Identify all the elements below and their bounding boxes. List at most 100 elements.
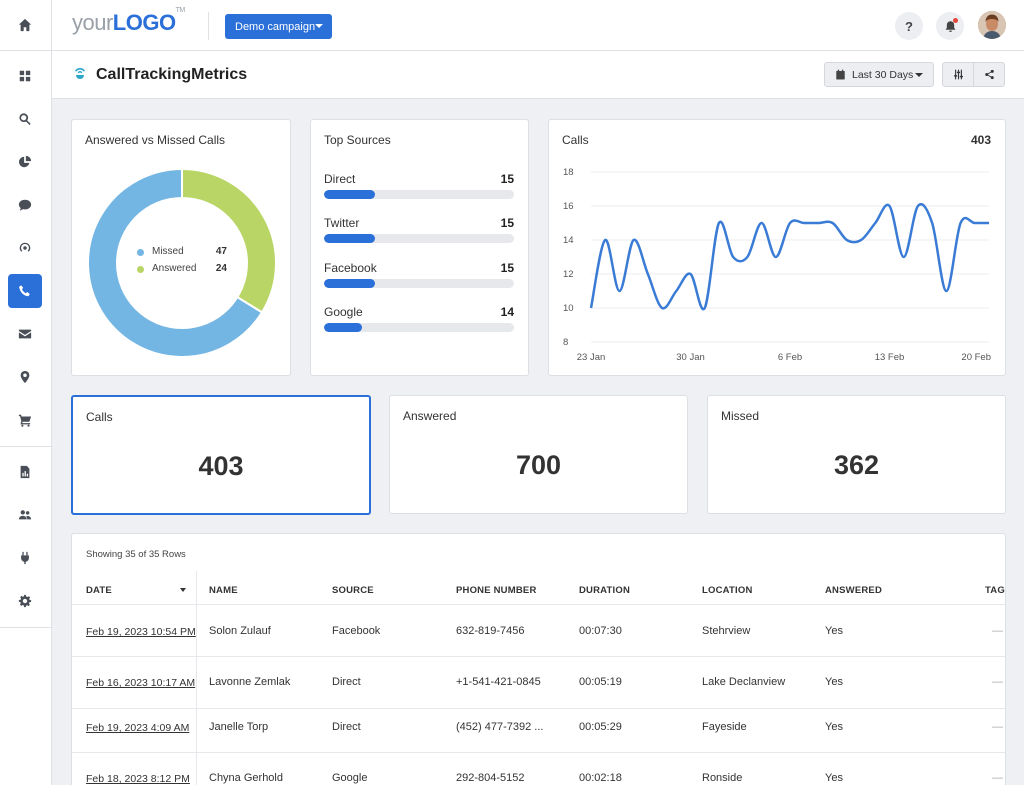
page-header: CallTrackingMetrics Last 30 Days <box>52 51 1024 99</box>
help-button[interactable]: ? <box>895 12 923 40</box>
legend-swatch <box>137 266 144 273</box>
search-icon[interactable] <box>8 102 42 136</box>
filter-button[interactable] <box>942 62 974 87</box>
calls-series-line <box>589 203 989 311</box>
kpi-missed-card[interactable]: Missed 362 <box>707 395 1006 514</box>
row-source: Facebook <box>332 625 381 637</box>
kpi-value: 403 <box>198 451 244 481</box>
answered-missed-card: Answered vs Missed Calls Missed 47 Answe… <box>71 119 291 376</box>
kpi-label: Missed <box>721 409 760 423</box>
legend-swatch <box>137 249 144 256</box>
source-value: 15 <box>500 172 514 186</box>
column-header-tags[interactable]: TAGS <box>985 585 1005 596</box>
share-button[interactable] <box>973 62 1005 87</box>
source-bar <box>324 323 514 332</box>
column-header-source[interactable]: SOURCE <box>332 585 374 596</box>
dashboard-icon[interactable] <box>8 59 42 93</box>
legend-missed: Missed 47 <box>137 246 227 263</box>
legend-value: 47 <box>215 246 227 257</box>
column-header-location[interactable]: LOCATION <box>702 585 753 596</box>
row-location: Stehrview <box>702 625 751 637</box>
row-tags: — <box>992 721 1003 733</box>
row-answered: Yes <box>825 721 843 733</box>
top-sources-card: Top Sources Direct 15 Twitter 15 Faceboo… <box>310 119 529 376</box>
phone-icon[interactable] <box>8 274 42 308</box>
row-name: Janelle Torp <box>209 721 269 733</box>
row-answered: Yes <box>825 625 843 637</box>
logo[interactable]: yourLOGOTM <box>72 6 185 35</box>
legend-answered: Answered 24 <box>137 263 227 280</box>
row-answered: Yes <box>825 772 843 784</box>
date-range-dropdown[interactable]: Last 30 Days <box>824 62 934 87</box>
calls-chart-card: Calls 403 8 10 12 14 16 18 23 Jan 30 Jan 6 Feb 13… <box>548 119 1006 376</box>
row-duration: 00:02:18 <box>579 772 622 784</box>
sidebar <box>0 0 52 785</box>
sort-desc-icon[interactable] <box>180 588 186 592</box>
row-date-link[interactable]: Feb 16, 2023 10:17 AM <box>86 677 196 689</box>
row-duration: 00:07:30 <box>579 625 622 637</box>
row-tags: — <box>992 676 1003 688</box>
x-tick-label: 6 Feb <box>778 352 802 363</box>
source-bar <box>324 279 514 288</box>
chevron-down-icon <box>915 73 923 77</box>
calendar-icon <box>836 69 845 80</box>
row-location: Fayeside <box>702 721 747 733</box>
column-header-name[interactable]: NAME <box>209 585 238 596</box>
top-bar: yourLOGOTM Demo campaign ? <box>52 0 1024 51</box>
row-phone: 632-819-7456 <box>456 625 525 637</box>
column-header-date[interactable]: DATE <box>86 585 112 596</box>
avatar[interactable] <box>978 11 1006 39</box>
y-tick-label: 10 <box>563 303 574 314</box>
page-title: CallTrackingMetrics <box>96 66 248 83</box>
source-name: Facebook <box>324 261 377 275</box>
row-location: Lake Declanview <box>702 676 786 688</box>
row-source: Direct <box>332 721 361 733</box>
date-range-label: Last 30 Days <box>852 68 914 81</box>
mail-icon[interactable] <box>8 317 42 351</box>
y-tick-label: 8 <box>563 337 568 348</box>
column-header-duration[interactable]: DURATION <box>579 585 631 596</box>
donut-chart <box>87 167 277 358</box>
legend-label: Missed <box>152 246 184 257</box>
home-icon[interactable] <box>8 8 42 42</box>
y-tick-label: 12 <box>563 269 574 280</box>
column-header-phone[interactable]: PHONE NUMBER <box>456 585 537 596</box>
users-icon[interactable] <box>8 498 42 532</box>
row-date-link[interactable]: Feb 18, 2023 8:12 PM <box>86 773 190 785</box>
kpi-calls-card[interactable]: Calls 403 <box>71 395 371 515</box>
plug-icon[interactable] <box>8 541 42 575</box>
report-icon[interactable] <box>8 455 42 489</box>
kpi-value: 362 <box>833 450 880 480</box>
row-phone: +1-541-421-0845 <box>456 676 541 688</box>
source-name: Twitter <box>324 216 360 230</box>
kpi-answered-card[interactable]: Answered 700 <box>389 395 688 514</box>
campaign-dropdown[interactable]: Demo campaign <box>225 14 332 39</box>
signal-icon[interactable] <box>8 231 42 265</box>
pie-chart-icon[interactable] <box>8 145 42 179</box>
row-duration: 00:05:19 <box>579 676 622 688</box>
call-tracking-icon <box>75 68 85 79</box>
kpi-label: Answered <box>403 409 457 423</box>
x-tick-label: 23 Jan <box>577 352 606 363</box>
rows-count: Showing 35 of 35 Rows <box>86 549 186 560</box>
row-name: Chyna Gerhold <box>209 772 283 784</box>
row-date-link[interactable]: Feb 19, 2023 10:54 PM <box>86 626 196 638</box>
source-value: 15 <box>500 261 514 275</box>
gear-icon[interactable] <box>8 584 42 618</box>
column-header-answered[interactable]: ANSWERED <box>825 585 883 596</box>
campaign-label: Demo campaign <box>235 20 316 33</box>
cart-icon[interactable] <box>8 403 42 437</box>
row-source: Direct <box>332 676 361 688</box>
y-tick-label: 18 <box>563 167 574 178</box>
sliders-icon <box>953 69 963 80</box>
row-answered: Yes <box>825 676 843 688</box>
bell-icon <box>945 20 955 32</box>
chat-icon[interactable] <box>8 188 42 222</box>
row-date-link[interactable]: Feb 19, 2023 4:09 AM <box>86 722 190 734</box>
row-duration: 00:05:29 <box>579 721 622 733</box>
row-tags: — <box>992 772 1003 784</box>
location-pin-icon[interactable] <box>8 360 42 394</box>
notifications-button[interactable] <box>936 12 964 40</box>
row-tags: — <box>992 625 1003 637</box>
row-name: Solon Zulauf <box>209 625 271 637</box>
